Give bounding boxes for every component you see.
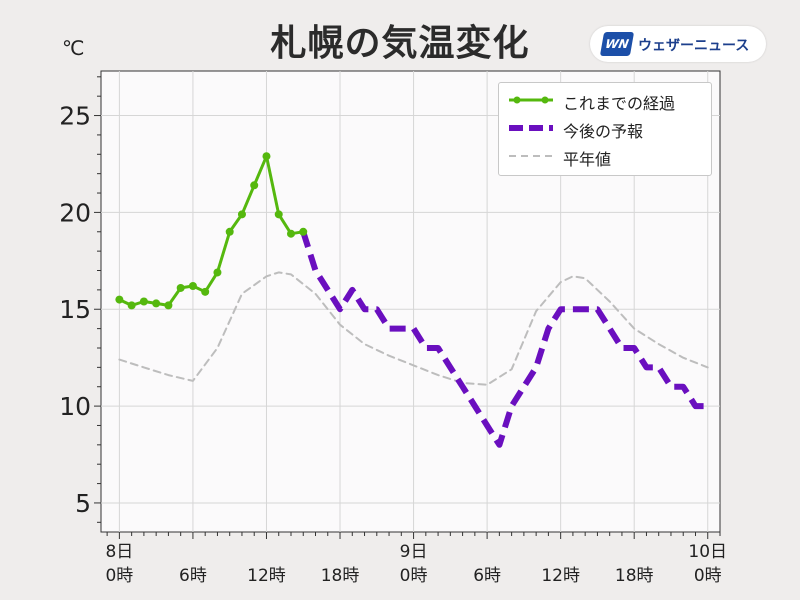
observed-data-point bbox=[250, 181, 259, 190]
legend-entry-forecast: 今後の予報 bbox=[499, 115, 711, 141]
x-axis-ticks: 8日 0時 6時 12時 18時 9日 0時 6時 12時 18時 10日 0時 bbox=[105, 532, 727, 586]
y-tick-label: 10 bbox=[59, 392, 91, 421]
observed-data-point bbox=[139, 297, 148, 306]
legend-label-forecast: 今後の予報 bbox=[563, 122, 644, 141]
legend-entry-observed: これまでの経過 bbox=[499, 87, 711, 113]
legend-entry-normal: 平年値 bbox=[499, 143, 711, 169]
observed-data-point bbox=[274, 210, 283, 219]
observed-data-point bbox=[176, 283, 185, 292]
observed-data-point bbox=[201, 287, 210, 296]
x-tick-label-day: 10日 bbox=[688, 542, 727, 562]
legend-label-observed: これまでの経過 bbox=[563, 94, 676, 113]
brand-name: ウェザーニュース bbox=[638, 38, 750, 54]
legend-swatch-normal bbox=[509, 155, 553, 157]
x-tick-label-hour: 0時 bbox=[400, 566, 428, 586]
observed-data-point bbox=[225, 227, 234, 236]
observed-data-point bbox=[286, 229, 295, 238]
x-tick-label-hour: 12時 bbox=[541, 566, 580, 586]
observed-data-point bbox=[213, 268, 222, 277]
x-tick-label-day: 8日 bbox=[105, 542, 133, 562]
chart-title: 札幌の気温変化 bbox=[270, 23, 530, 64]
x-tick-label-hour: 18時 bbox=[321, 566, 360, 586]
observed-data-point bbox=[262, 152, 271, 161]
observed-data-point bbox=[188, 282, 197, 291]
brand-badge: WN ウェザーニュース bbox=[590, 26, 766, 62]
chart-legend: これまでの経過 今後の予報 平年値 bbox=[498, 82, 712, 176]
observed-data-point bbox=[115, 295, 124, 304]
x-tick-label-hour: 6時 bbox=[473, 566, 501, 586]
y-tick-label: 5 bbox=[75, 489, 91, 518]
y-tick-label: 25 bbox=[59, 102, 91, 131]
observed-data-point bbox=[152, 299, 161, 308]
series-layer bbox=[115, 152, 709, 448]
y-axis-ticks: 5 10 15 20 25 bbox=[59, 76, 101, 523]
series-line-normal bbox=[118, 271, 709, 386]
legend-swatch-forecast bbox=[509, 125, 553, 131]
observed-data-point bbox=[299, 227, 308, 236]
y-tick-label: 20 bbox=[59, 198, 91, 227]
x-tick-label-day: 9日 bbox=[400, 542, 428, 562]
x-tick-label-hour: 12時 bbox=[247, 566, 286, 586]
series-line-observed bbox=[117, 154, 305, 307]
x-tick-label-hour: 0時 bbox=[105, 566, 133, 586]
x-tick-label-hour: 18時 bbox=[615, 566, 654, 586]
legend-label-normal: 平年値 bbox=[563, 150, 612, 169]
y-tick-label: 15 bbox=[59, 295, 91, 324]
observed-data-point bbox=[127, 301, 136, 310]
x-tick-label-hour: 6時 bbox=[179, 566, 207, 586]
x-tick-label-hour: 0時 bbox=[694, 566, 722, 586]
observed-data-point bbox=[164, 301, 173, 310]
y-axis-unit: ℃ bbox=[62, 36, 85, 60]
weathernews-logo-icon: WN bbox=[599, 32, 635, 56]
series-line-forecast bbox=[300, 230, 708, 448]
observed-data-point bbox=[237, 210, 246, 219]
legend-swatch-observed bbox=[509, 96, 553, 104]
